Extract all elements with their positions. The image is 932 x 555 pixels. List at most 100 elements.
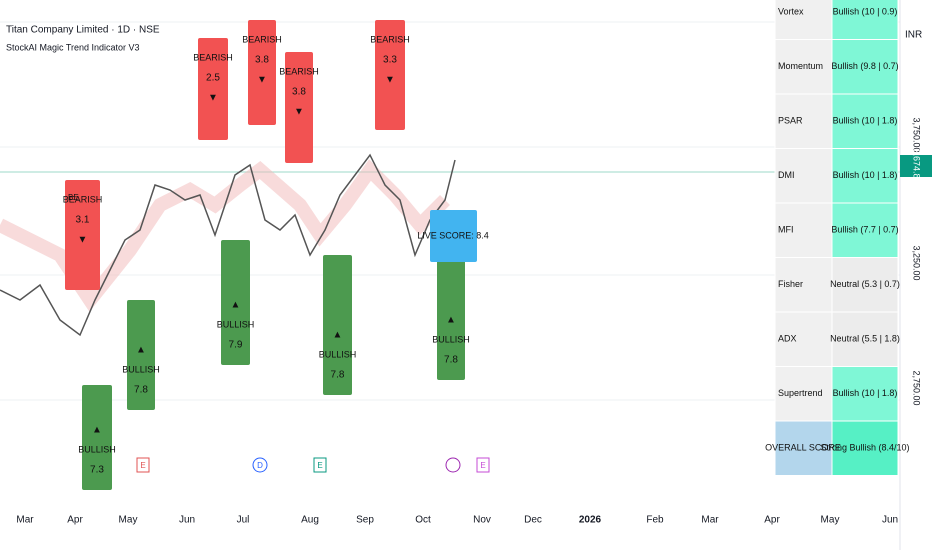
bullish-signal-score: 7.9 — [229, 340, 243, 351]
bearish-signal-arrow: ▼ — [385, 75, 395, 86]
bullish-signal-label: BULLISH — [217, 319, 255, 329]
bearish-signal-score: 3.3 — [383, 55, 397, 66]
event-icon — [313, 457, 327, 473]
bullish-signal-score: 7.8 — [134, 385, 148, 396]
time-label: Sep — [356, 515, 374, 526]
event-icon — [136, 457, 150, 473]
table-name-cell — [774, 257, 833, 313]
table-value-cell — [831, 202, 899, 258]
trend-band — [0, 159, 450, 312]
bullish-signal — [127, 300, 155, 410]
time-label: May — [119, 515, 138, 526]
table-name: OVERALL SCORE — [765, 443, 841, 453]
table-value-cell — [831, 366, 899, 422]
table-value: Bullish (10 | 1.8) — [833, 170, 898, 180]
table-value-cell — [831, 257, 899, 313]
time-label: Jun — [882, 515, 898, 526]
bearish-signal — [285, 52, 313, 163]
table-value: Bullish (7.7 | 0.7) — [831, 225, 898, 235]
table-name: Fisher — [778, 279, 803, 289]
title: Titan Company Limited · 1D · NSE — [6, 25, 160, 36]
table-name-cell — [774, 39, 833, 95]
partial-label: BE — [68, 193, 79, 202]
table-value: Bullish (10 | 1.8) — [833, 388, 898, 398]
bearish-signal-score: 3.8 — [292, 87, 306, 98]
bullish-signal-label: BULLISH — [432, 334, 470, 344]
time-label: Apr — [764, 515, 780, 526]
bearish-signal-score: 2.5 — [206, 73, 220, 84]
bullish-signal-label: BULLISH — [319, 349, 357, 359]
time-label: 2026 — [579, 515, 602, 526]
table-name: DMI — [778, 170, 795, 180]
event-label: D — [257, 461, 263, 470]
bearish-signal-score: 3.1 — [76, 215, 90, 226]
bearish-signal-label: BEARISH — [279, 66, 319, 76]
bearish-signal-label: BEARISH — [370, 34, 410, 44]
event-label: E — [317, 461, 322, 470]
bullish-signal-arrow: ▲ — [446, 315, 456, 326]
subtitle: StockAI Magic Trend Indicator V3 — [6, 42, 140, 52]
table-value: Strong Bullish (8.4/10) — [820, 443, 909, 453]
table-value-cell — [831, 0, 899, 40]
bullish-signal — [82, 385, 112, 490]
time-label: Jul — [237, 515, 250, 526]
table-value-cell — [831, 148, 899, 204]
bullish-signal-arrow: ▲ — [231, 300, 241, 311]
currency: INR — [905, 30, 922, 41]
bullish-signal-arrow: ▲ — [136, 345, 146, 356]
bearish-signal-label: BEARISH — [63, 194, 103, 204]
last-price: 3,674.80 — [912, 148, 922, 183]
time-label: Dec — [524, 515, 542, 526]
time-label: Mar — [701, 515, 719, 526]
bearish-signal — [65, 180, 100, 290]
bearish-signal — [375, 20, 405, 130]
table-value-cell — [831, 311, 899, 367]
table-value: Neutral (5.3 | 0.7) — [830, 279, 900, 289]
price-label: 3,250.00 — [912, 245, 922, 280]
table-name-cell — [774, 420, 833, 476]
bullish-signal-label: BULLISH — [122, 364, 160, 374]
bullish-signal — [221, 240, 250, 365]
table-name-cell — [774, 202, 833, 258]
table-name: Momentum — [778, 61, 823, 71]
price-label: 2,750.00 — [912, 370, 922, 405]
table-name: Supertrend — [778, 388, 823, 398]
price-series — [0, 153, 456, 337]
table-value-cell — [831, 93, 899, 149]
event-label: E — [140, 461, 145, 470]
event-icon — [476, 457, 490, 473]
bearish-signal — [198, 38, 228, 140]
time-label: Feb — [646, 515, 664, 526]
table-name: MFI — [778, 225, 794, 235]
time-label: Apr — [67, 515, 83, 526]
bearish-signal-label: BEARISH — [193, 52, 233, 62]
event-label: E — [480, 461, 485, 470]
event-icon — [445, 457, 461, 473]
bearish-signal — [248, 20, 276, 125]
table-name-cell — [774, 148, 833, 204]
price-label: 3,750.00 — [912, 117, 922, 152]
time-label: Aug — [301, 515, 319, 526]
bearish-signal-arrow: ▼ — [208, 93, 218, 104]
table-name-cell — [774, 311, 833, 367]
table-value-cell — [831, 39, 899, 95]
table-value: Bullish (10 | 0.9) — [833, 7, 898, 17]
time-label: Jun — [179, 515, 195, 526]
table-value: Bullish (10 | 1.8) — [833, 116, 898, 126]
time-label: Mar — [16, 515, 34, 526]
bullish-signal-arrow: ▲ — [333, 330, 343, 341]
bearish-signal-label: BEARISH — [242, 34, 282, 44]
bearish-signal-score: 3.8 — [255, 55, 269, 66]
bullish-signal-score: 7.8 — [331, 370, 345, 381]
table-value: Bullish (9.8 | 0.7) — [831, 61, 898, 71]
bullish-signal-label: BULLISH — [78, 444, 116, 454]
time-label: Oct — [415, 515, 431, 526]
bearish-signal-arrow: ▼ — [78, 235, 88, 246]
time-label: May — [821, 515, 840, 526]
live-score-text: LIVE SCORE: 8.4 — [417, 230, 489, 240]
live-score — [430, 210, 477, 262]
last-price-tag — [900, 155, 932, 177]
table-value: Neutral (5.5 | 1.8) — [830, 334, 900, 344]
bullish-signal — [437, 260, 465, 380]
